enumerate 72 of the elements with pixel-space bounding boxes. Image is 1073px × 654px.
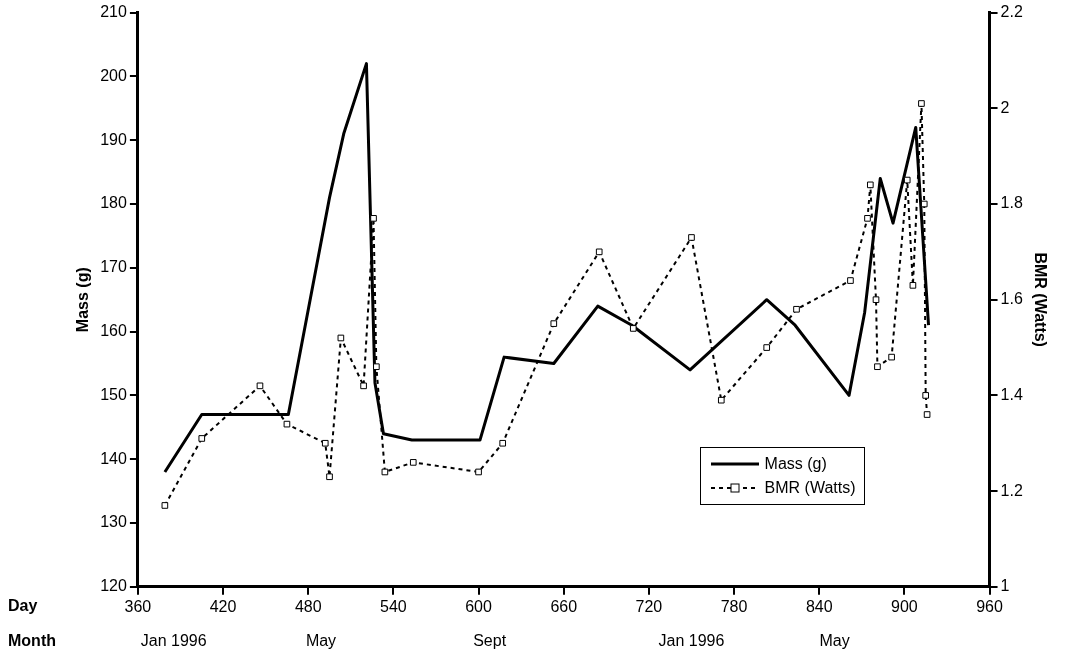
point	[373, 363, 380, 371]
point	[409, 459, 417, 466]
y2-tick-label: 1	[1000, 577, 1010, 595]
legend-label: BMR (Watts)	[764, 477, 856, 498]
y-tick-label: 140	[100, 449, 127, 467]
x-tick-label: 660	[550, 597, 578, 615]
y2-tick-label: 1.4	[1000, 385, 1023, 403]
point	[283, 420, 291, 428]
point	[629, 325, 637, 332]
x-tick-label: 360	[124, 597, 152, 615]
y-tick-label: 130	[100, 513, 127, 531]
x-tick-label: 960	[976, 597, 1003, 615]
point	[326, 473, 333, 481]
point	[475, 468, 482, 476]
x-tick-label: 840	[805, 597, 833, 615]
y2-tick-label: 2.2	[1000, 3, 1023, 21]
text: Jan 1996	[658, 632, 725, 650]
legend-label: Mass (g)	[764, 453, 827, 474]
point	[381, 468, 389, 476]
y-tick-label: 190	[100, 130, 127, 148]
point	[888, 353, 895, 361]
x-tick-label: 780	[720, 597, 748, 615]
x-tick-label: 540	[380, 597, 407, 615]
point	[903, 176, 911, 184]
y2-axis-title: BMR (Watts)	[1031, 252, 1049, 347]
point	[918, 100, 925, 107]
text: Jan 1996	[140, 632, 207, 650]
y2-tick-label: 1.2	[1000, 481, 1023, 499]
y-tick-label: 210	[100, 3, 127, 21]
point	[360, 382, 367, 390]
point	[923, 411, 931, 418]
point	[922, 392, 930, 399]
point	[688, 234, 695, 241]
text: Month	[8, 632, 56, 650]
point	[867, 181, 874, 189]
x-tick-label: 900	[891, 597, 918, 615]
point	[595, 248, 603, 256]
point	[499, 439, 507, 447]
y-axis-title: Mass (g)	[74, 267, 92, 333]
y2-tick-label: 2	[1000, 98, 1010, 116]
point	[198, 435, 206, 442]
point	[161, 502, 169, 509]
point	[793, 305, 800, 313]
point	[256, 382, 264, 390]
x-tick-label: 600	[465, 597, 493, 615]
y-tick-label: 200	[100, 66, 127, 84]
point	[874, 363, 881, 371]
point	[847, 277, 854, 284]
y-tick-label: 120	[100, 577, 127, 595]
x-tick-label: 420	[209, 597, 237, 615]
point	[717, 396, 725, 404]
y-tick-label: 150	[100, 385, 127, 403]
point	[321, 439, 329, 447]
y-tick-label: 160	[100, 322, 127, 340]
y2-tick-label: 1.6	[1000, 290, 1023, 308]
x-axis-title: Day	[8, 597, 38, 615]
y-tick-label: 180	[100, 194, 127, 212]
x-tick-label: 720	[635, 597, 663, 615]
x-tick-label: 480	[294, 597, 322, 615]
point	[763, 344, 771, 351]
text: May	[819, 632, 850, 650]
y-tick-label: 170	[100, 258, 127, 276]
text: Sept	[473, 632, 507, 650]
y2-tick-label: 1.8	[1000, 194, 1023, 212]
point	[920, 200, 928, 208]
point	[370, 215, 377, 222]
point	[864, 215, 871, 222]
point	[337, 334, 345, 342]
point	[550, 320, 558, 327]
point	[872, 296, 880, 304]
point	[909, 282, 917, 289]
text: May	[305, 632, 337, 650]
